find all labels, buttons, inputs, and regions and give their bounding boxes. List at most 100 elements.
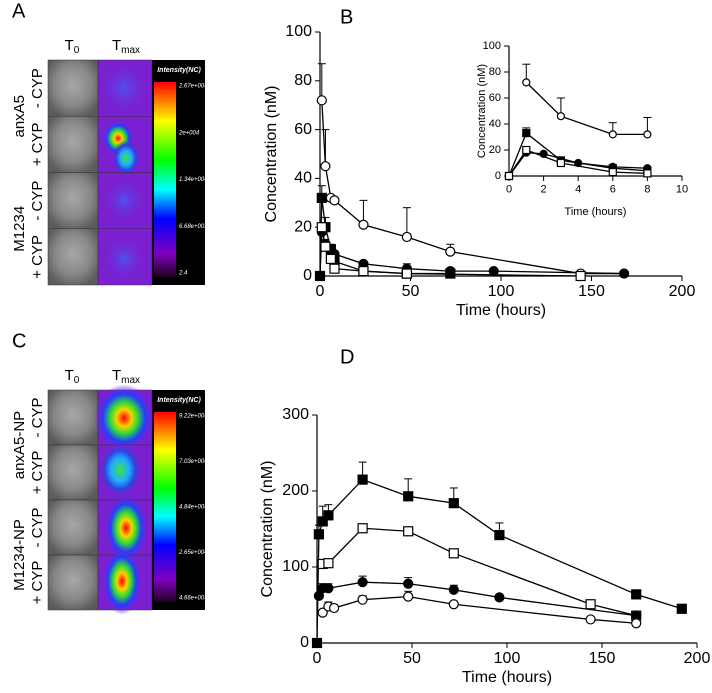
baseline-image [47,172,99,229]
data-point [643,130,652,139]
colorbar-label: 4.66e+003 [179,596,208,602]
colorbar-label: 7.03e+004 [179,459,208,465]
data-point [317,516,328,527]
data-point [585,599,596,610]
x-tick-label: 200 [684,650,711,667]
data-point [317,607,328,618]
data-point [323,558,334,569]
data-point [329,263,340,274]
data-point [445,246,456,257]
x-tick-label: 4 [575,183,581,195]
data-point [608,168,617,177]
data-point [357,577,368,588]
x-axis-title: Time (hours) [462,669,552,686]
y-tick-label: 20 [294,218,312,235]
data-point [357,474,368,485]
x-tick-label: 8 [644,183,650,195]
colorbar-title: Intensity(NC) [157,397,201,404]
panel-letter: C [12,330,26,352]
x-tick-label: 10 [676,183,688,195]
x-tick-label: 0 [316,283,325,300]
data-point [314,270,326,282]
x-tick-label: 2 [541,183,547,195]
data-point [316,222,327,233]
column-header-sub: max [121,375,140,386]
x-tick-label: 0 [313,650,322,667]
data-point [358,219,369,230]
data-point [357,594,368,605]
error-bar [321,129,330,167]
y-tick-label: 0 [300,634,309,651]
y-tick-label: 300 [282,406,309,423]
colorbar-label: 6.68e+003 [179,224,208,230]
x-tick-label: 150 [578,283,605,300]
data-point [448,599,459,610]
column-header: Tmax [112,367,140,386]
y-tick-label: 20 [489,144,501,156]
x-tick-label: 100 [488,283,515,300]
baseline-image [47,116,99,173]
data-point [311,637,323,649]
data-point [403,578,414,589]
group-label: anxA5 [11,95,28,138]
y-tick-label: 40 [294,170,312,187]
data-point [313,529,324,540]
y-tick-label: 100 [282,558,309,575]
data-point [323,510,334,521]
x-axis-title: Time (hours) [456,302,546,319]
column-header-sub: 0 [74,375,80,386]
group-label: anxA5-NP [11,411,28,479]
colorbar-label: 2.67e+004 [178,84,208,90]
x-tick-label: 100 [494,650,521,667]
y-tick-label: 200 [282,482,309,499]
x-axis-title: Time (hours) [565,206,627,218]
y-tick-label: 0 [303,267,312,284]
y-axis-title: Concentration (nM) [476,64,488,158]
data-point [448,584,459,595]
data-point [504,171,514,181]
data-point [556,112,566,121]
baseline-image [47,499,99,556]
data-point [403,491,414,502]
y-tick-label: 60 [294,121,312,138]
group-label: M1234-NP [11,519,28,591]
data-point [448,498,459,509]
row-label: + CYP [29,561,46,605]
baseline-image [47,444,99,501]
data-point [448,548,459,559]
row-label: - CYP [29,68,46,108]
x-tick-label: 50 [403,650,421,667]
data-point [403,526,414,537]
y-tick-label: 80 [489,66,501,78]
data-point [323,583,334,594]
data-point [643,169,652,178]
data-point [631,618,642,629]
row-label: - CYP [29,181,46,221]
signal-blob [98,439,142,495]
panel-letter: B [340,6,353,28]
signal-blob [102,547,142,615]
column-header-main: T [65,37,74,54]
column-header-main: T [112,37,121,54]
row-label: - CYP [29,507,46,547]
data-point [575,270,586,282]
error-bar [317,63,326,101]
column-header: T0 [65,367,80,386]
y-tick-label: 80 [294,72,312,89]
colorbar-label: 2e+004 [178,130,200,136]
signal-blob [102,234,146,283]
column-header-sub: max [121,45,140,56]
y-tick-label: 0 [495,170,501,182]
column-header: T0 [65,37,80,56]
y-tick-label: 100 [285,23,312,40]
y-tick-label: 60 [489,92,501,104]
data-point [676,603,687,614]
row-label: + CYP [29,235,46,279]
signal-blob [102,176,146,225]
data-point [325,253,336,265]
data-point [522,145,531,155]
baseline-image [47,389,99,446]
colorbar-label: 4.84e+004 [179,505,208,511]
y-tick-label: 40 [489,118,501,130]
